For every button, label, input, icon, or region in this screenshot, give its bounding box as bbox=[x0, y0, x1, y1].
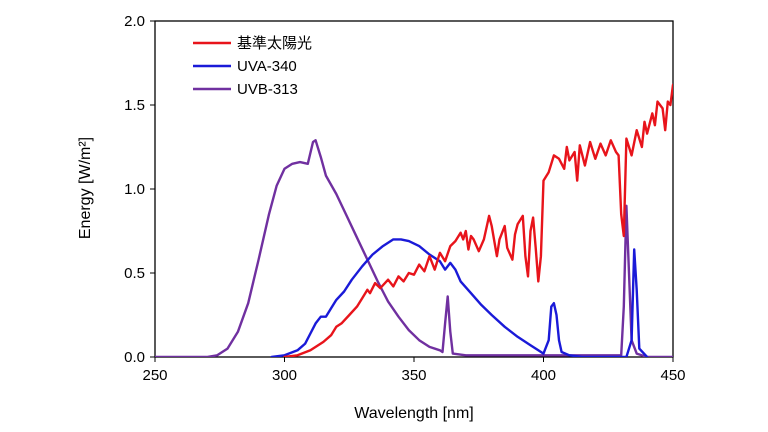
legend-label: UVB-313 bbox=[237, 81, 298, 98]
y-tick-label: 2.0 bbox=[124, 13, 145, 30]
x-axis-title: Wavelength [nm] bbox=[354, 405, 473, 422]
y-axis-title: Energy [W/m²] bbox=[77, 137, 94, 239]
series-line-uva-340 bbox=[270, 238, 649, 357]
legend-label: 基準太陽光 bbox=[237, 35, 312, 52]
y-tick-label: 0.5 bbox=[124, 265, 145, 282]
series-line-reference-sunlight bbox=[283, 83, 673, 357]
x-tick-label: 400 bbox=[531, 367, 556, 384]
x-tick-label: 300 bbox=[272, 367, 297, 384]
x-tick-label: 350 bbox=[401, 367, 426, 384]
x-tick-label: 450 bbox=[660, 367, 685, 384]
y-tick-label: 0.0 bbox=[124, 349, 145, 366]
plot-area-frame bbox=[154, 20, 674, 358]
legend: 基準太陽光 UVA-340 UVB-313 bbox=[193, 35, 312, 98]
y-tick-label: 1.5 bbox=[124, 97, 145, 114]
y-tick-label: 1.0 bbox=[124, 181, 145, 198]
series-line-uvb-313 bbox=[155, 139, 673, 357]
legend-label: UVA-340 bbox=[237, 58, 297, 75]
x-tick-label: 250 bbox=[142, 367, 167, 384]
